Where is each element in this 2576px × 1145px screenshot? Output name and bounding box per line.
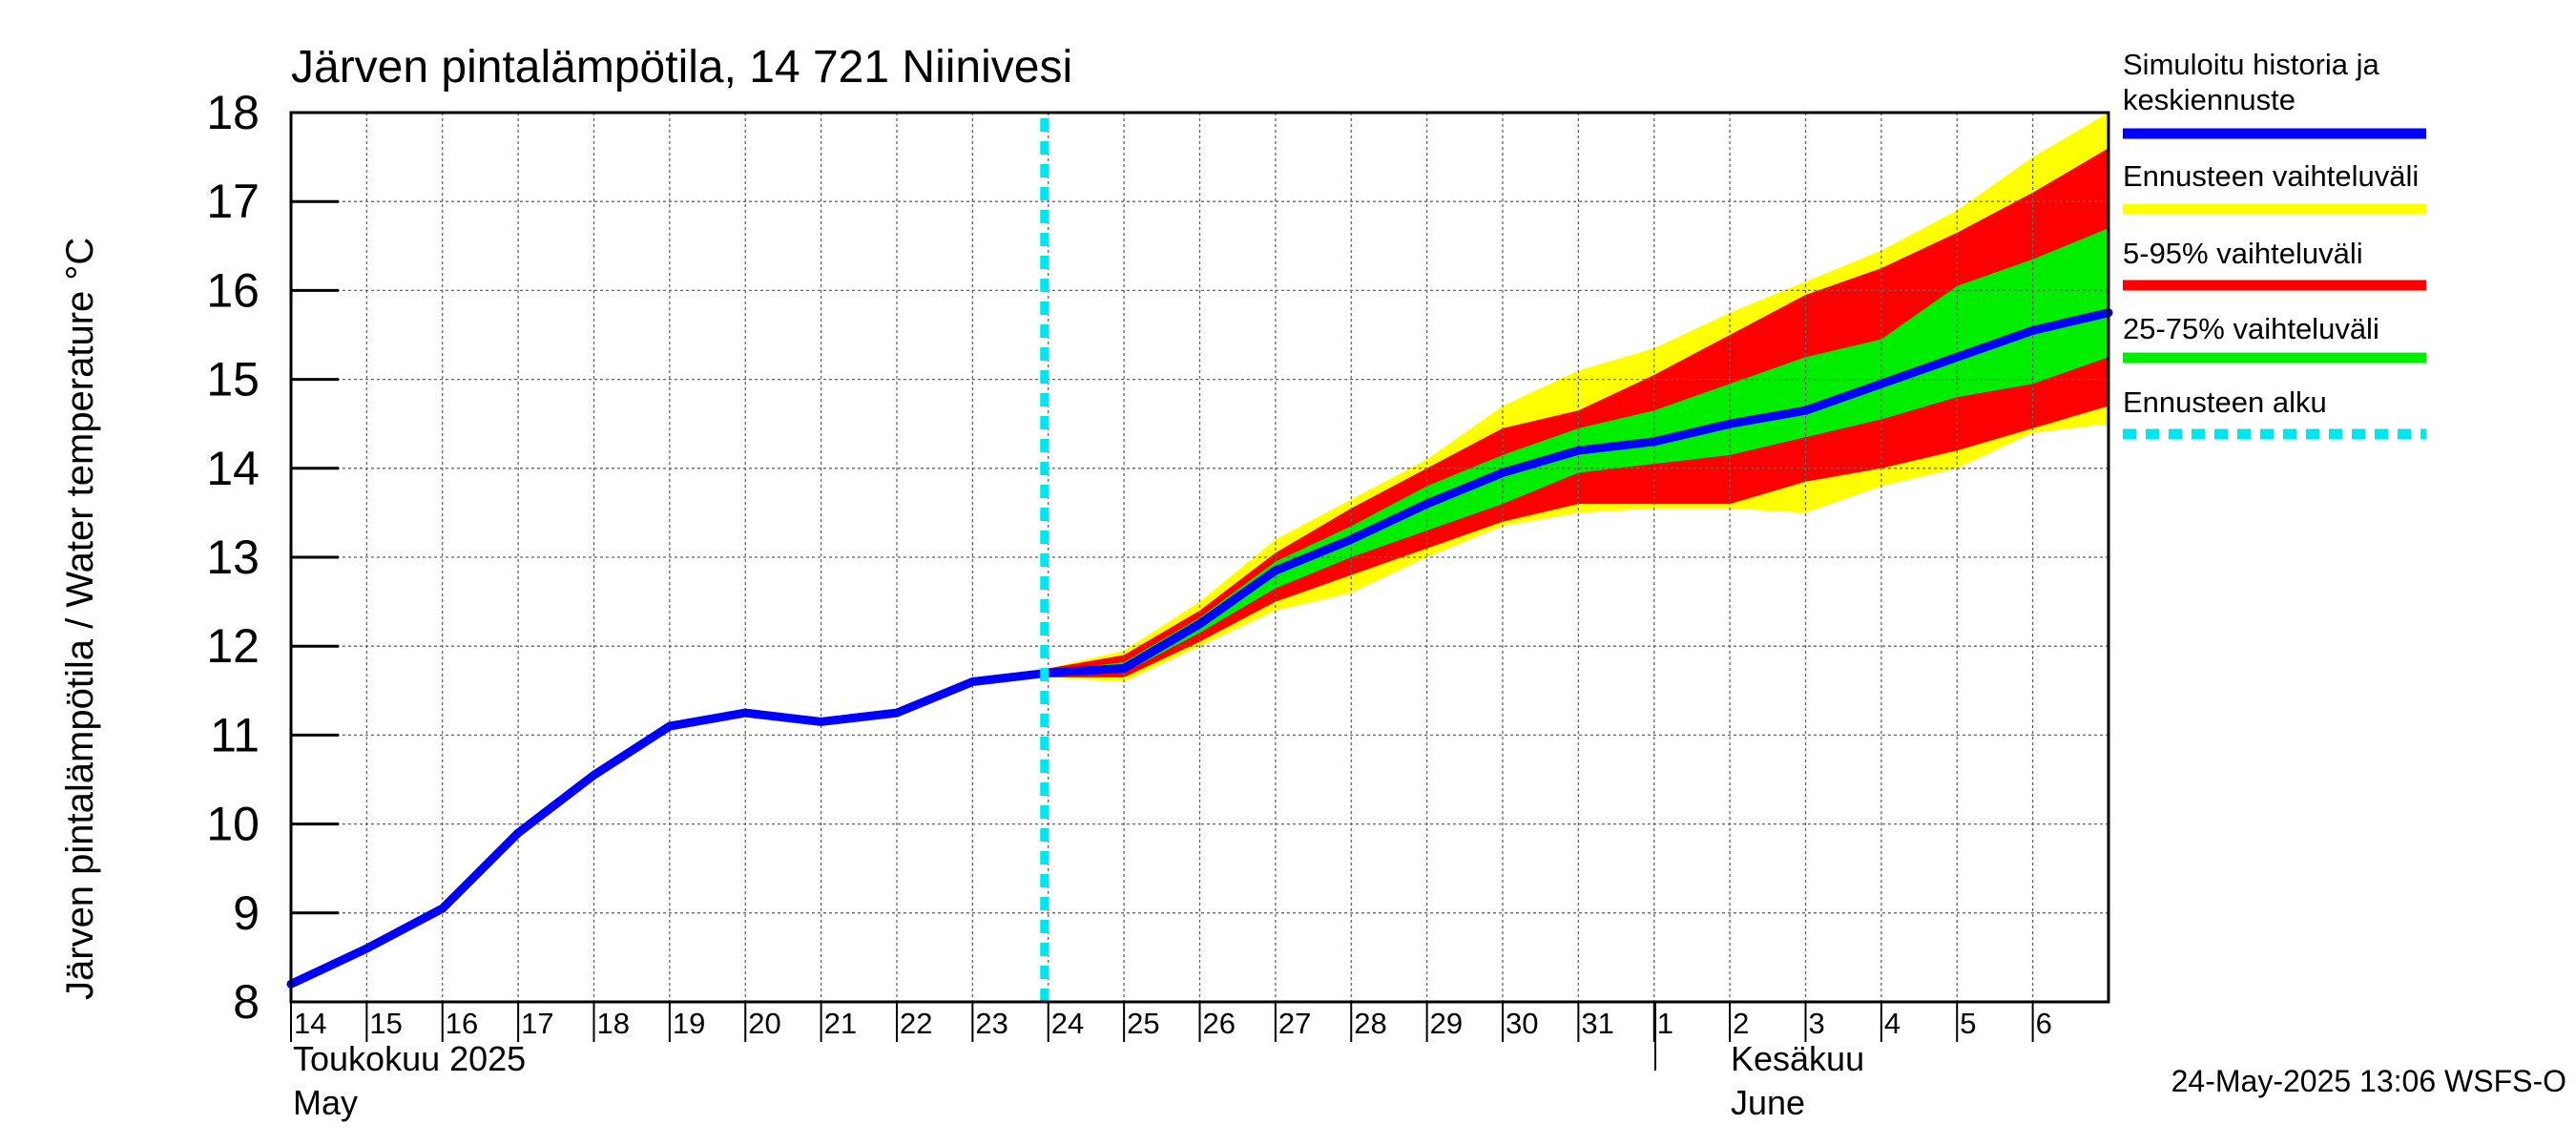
data-series [286, 308, 2113, 989]
y-tick-label: 9 [233, 886, 260, 940]
month-label-may-en: May [293, 1083, 358, 1122]
x-tick-label: 29 [1430, 1007, 1463, 1040]
month-label-may-fi: Toukokuu 2025 [293, 1039, 526, 1078]
y-tick-label: 17 [206, 175, 260, 228]
x-tick-label: 4 [1884, 1007, 1901, 1040]
x-tick-label: 14 [294, 1007, 326, 1040]
y-tick-label: 13 [206, 531, 260, 584]
x-tick-label: 31 [1581, 1007, 1613, 1040]
x-tick-label: 20 [748, 1007, 780, 1040]
x-tick-label: 26 [1203, 1007, 1236, 1040]
legend-label: Simuloitu historia ja [2123, 48, 2380, 81]
x-tick-label: 27 [1278, 1007, 1311, 1040]
x-tick-label: 22 [900, 1007, 932, 1040]
legend-label: Ennusteen alku [2123, 385, 2327, 419]
y-tick-label: 8 [233, 975, 260, 1029]
grid-lines [291, 113, 2109, 1002]
x-tick-label: 16 [446, 1007, 478, 1040]
x-ticks: 14 15 16 17 18 19 20 21 22 23 24 25 26 27 28 29 30 31 1 2 3 4… [290, 1002, 2052, 1042]
y-axis-label: Järven pintalämpötila / Water temperatur… [59, 238, 101, 1000]
x-tick-label: 17 [521, 1007, 553, 1040]
y-tick-label: 12 [206, 619, 260, 673]
x-tick-label: 24 [1051, 1007, 1084, 1040]
x-tick-label: 21 [824, 1007, 857, 1040]
x-tick-label: 1 [1657, 1007, 1673, 1040]
footer-timestamp: 24-May-2025 13:06 WSFS-O [2171, 1064, 2566, 1098]
y-tick-label: 16 [206, 263, 260, 317]
y-tick-label: 14 [206, 442, 260, 495]
month-label-june-en: June [1731, 1083, 1805, 1122]
x-tick-label: 23 [975, 1007, 1008, 1040]
x-tick-label: 6 [2036, 1007, 2052, 1040]
series-line-1 [286, 308, 2113, 989]
y-tick-label: 18 [206, 86, 260, 139]
x-tick-label: 18 [597, 1007, 630, 1040]
x-tick-label: 30 [1506, 1007, 1538, 1040]
y-tick-label: 15 [206, 353, 260, 406]
x-tick-label: 15 [369, 1007, 402, 1040]
y-tick-label: 10 [206, 798, 260, 851]
x-tick-label: 28 [1354, 1007, 1386, 1040]
forecast-bands [1048, 113, 2109, 682]
chart-title: Järven pintalämpötila, 14 721 Niinivesi [291, 42, 1072, 93]
legend-label: 5-95% vaihteluväli [2123, 237, 2363, 270]
y-tick-label: 11 [210, 708, 260, 761]
legend-label-line2: keskiennuste [2123, 83, 2296, 116]
x-tick-label: 2 [1733, 1007, 1749, 1040]
y-ticks: 8 9 10 11 12 13 14 15 16 17 18 [206, 86, 339, 1029]
legend-label: Ennusteen vaihteluväli [2123, 159, 2419, 193]
legend-label: 25-75% vaihteluväli [2123, 312, 2379, 345]
month-label-june-fi: Kesäkuu [1731, 1039, 1864, 1078]
x-tick-label: 5 [1960, 1007, 1976, 1040]
x-tick-label: 25 [1127, 1007, 1159, 1040]
x-tick-label: 3 [1809, 1007, 1825, 1040]
x-tick-label: 19 [673, 1007, 705, 1040]
